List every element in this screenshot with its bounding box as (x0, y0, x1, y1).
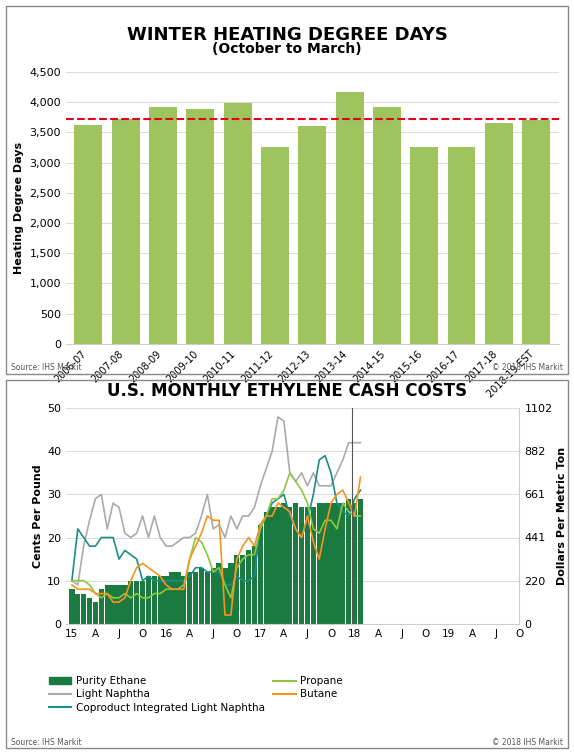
Bar (234, 555, 239, 624)
Bar (193, 572, 198, 624)
Bar (104, 585, 110, 624)
Bar (340, 503, 346, 624)
Bar (222, 568, 228, 624)
Bar (263, 512, 269, 624)
Text: U.S. MONTHLY ETHYLENE CASH COSTS: U.S. MONTHLY ETHYLENE CASH COSTS (107, 382, 467, 400)
Bar (205, 572, 210, 624)
Bar (298, 126, 326, 344)
Bar (211, 568, 216, 624)
Text: Source: IHS Markit: Source: IHS Markit (11, 363, 82, 372)
Bar (269, 507, 275, 624)
Bar (258, 525, 263, 624)
Bar (117, 585, 122, 624)
Bar (93, 602, 98, 624)
Bar (293, 503, 298, 624)
Bar (75, 593, 80, 624)
Bar (485, 123, 513, 344)
Bar (328, 503, 333, 624)
Y-axis label: Heating Degree Days: Heating Degree Days (14, 142, 24, 274)
Bar (110, 585, 116, 624)
Bar (169, 572, 174, 624)
Bar (240, 555, 245, 624)
Bar (152, 576, 157, 624)
Bar (87, 598, 92, 624)
Bar (99, 589, 104, 624)
Bar (261, 147, 289, 344)
Bar (164, 576, 169, 624)
Bar (158, 576, 163, 624)
Bar (149, 107, 177, 344)
Bar (311, 507, 316, 624)
Bar (373, 107, 401, 344)
Text: WINTER HEATING DEGREE DAYS: WINTER HEATING DEGREE DAYS (126, 26, 448, 45)
Legend: Purity Ethane, Light Naphtha, Coproduct Integrated Light Naphtha, Propane, Butan: Purity Ethane, Light Naphtha, Coproduct … (49, 677, 343, 713)
Bar (140, 581, 145, 624)
Bar (216, 563, 222, 624)
Bar (181, 576, 187, 624)
Bar (112, 119, 139, 344)
Bar (281, 503, 286, 624)
Bar (352, 503, 357, 624)
Legend: 10 Year Average: 10 Year Average (166, 430, 311, 452)
Bar (134, 581, 139, 624)
Text: © 2018 IHS Markit: © 2018 IHS Markit (491, 363, 563, 372)
Bar (346, 499, 351, 624)
Bar (146, 576, 151, 624)
Bar (199, 568, 204, 624)
Bar (299, 507, 304, 624)
Bar (228, 563, 234, 624)
Text: © 2018 IHS Markit: © 2018 IHS Markit (491, 738, 563, 747)
Bar (410, 147, 438, 344)
Bar (187, 110, 214, 344)
Bar (317, 503, 322, 624)
Text: Source: IHS Markit: Source: IHS Markit (11, 738, 82, 747)
Bar (448, 147, 475, 344)
Bar (187, 572, 192, 624)
Bar (224, 104, 251, 344)
Bar (122, 585, 127, 624)
Y-axis label: Cents Per Pound: Cents Per Pound (33, 464, 43, 568)
Bar (305, 507, 310, 624)
Text: (October to March): (October to March) (212, 42, 362, 56)
Bar (128, 581, 133, 624)
Y-axis label: Dollars Per Metric Ton: Dollars Per Metric Ton (557, 447, 567, 585)
Bar (75, 125, 102, 344)
Bar (175, 572, 181, 624)
Bar (323, 503, 328, 624)
Bar (252, 546, 257, 624)
Bar (81, 593, 86, 624)
Bar (287, 507, 292, 624)
Bar (246, 550, 251, 624)
Bar (336, 92, 363, 344)
Bar (69, 589, 75, 624)
Bar (522, 120, 550, 344)
Bar (334, 503, 340, 624)
Bar (276, 507, 281, 624)
Bar (358, 499, 363, 624)
